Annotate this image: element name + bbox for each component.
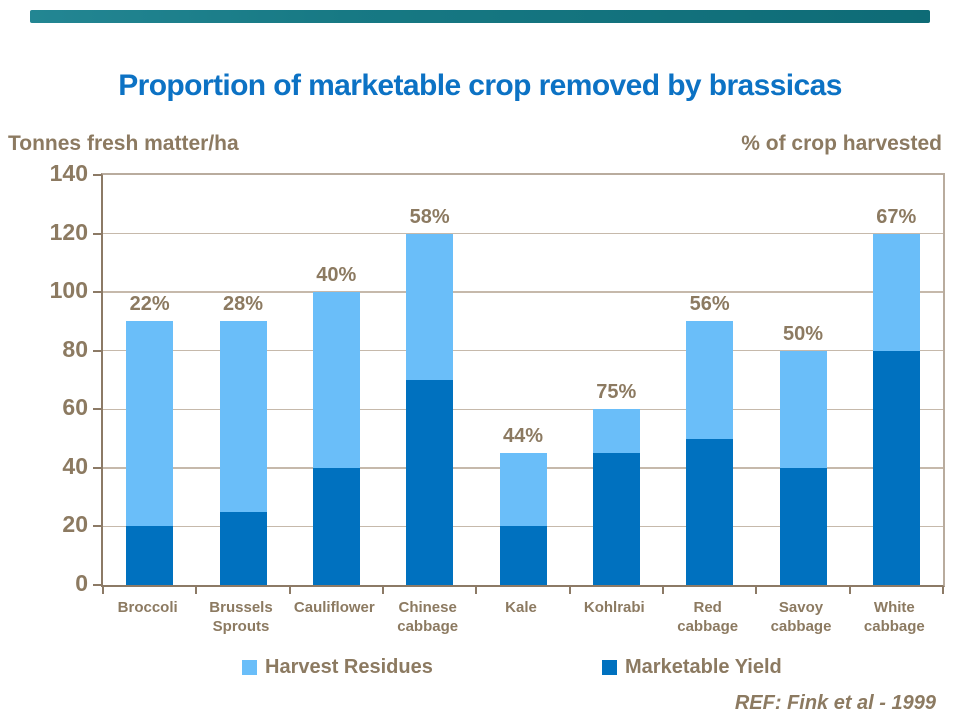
bar-segment-harvest-residues [312,292,360,468]
bar-percentage-label: 67% [876,205,917,228]
bar-segment-harvest-residues [406,233,454,380]
y-tick-label: 0 [75,570,88,596]
gridline [103,408,943,411]
bar-segment-marketable-yield [312,467,360,585]
reference-citation: REF: Fink et al - 1999 [734,692,936,714]
bar-segment-marketable-yield [219,511,267,585]
bar-percentage-label: 44% [502,425,543,448]
bar-segment-marketable-yield [872,350,920,585]
left-axis-caption: Tonnes fresh matter/ha [8,132,239,155]
category-label: Kale [505,599,537,616]
x-axis-tick [195,587,198,594]
bar-segment-marketable-yield [686,438,734,585]
gridline [103,291,943,293]
category-label: Chinese cabbage [397,599,459,635]
y-axis-tick [93,232,101,235]
bar-percentage-label: 28% [222,293,263,316]
category-label: Broccoli [117,599,178,616]
y-axis-tick [93,466,101,469]
x-axis-tick [942,587,944,594]
bar-segment-marketable-yield [406,380,454,585]
category-label: White cabbage [863,599,925,635]
bar-segment-harvest-residues [219,321,267,512]
y-axis-tick [93,408,101,411]
bar-percentage-label: 75% [596,381,637,404]
y-tick-label: 100 [49,277,88,304]
bar-percentage-label: 58% [409,205,450,228]
x-axis-category-labels: Broccoli Brussels Sprouts Cauliflower Chine… [101,598,941,642]
y-tick-label: 60 [62,394,88,421]
chart-title: Proportion of marketable crop removed by… [118,69,842,102]
y-tick-label: 140 [49,160,88,186]
y-axis-tick [93,525,101,528]
x-axis-tick [662,587,664,594]
category-label: Brussels Sprouts [209,599,273,635]
y-tick-label: 120 [49,218,88,245]
y-tick-label: 40 [62,452,88,479]
bar-segment-harvest-residues [686,321,734,439]
legend-item-marketable-yield: Marketable Yield [602,656,782,679]
bar-segment-harvest-residues [499,453,547,527]
x-axis-tick [288,587,291,594]
bar-percentage-label: 56% [689,293,730,316]
bar-segment-marketable-yield [592,453,640,585]
marketable-yield-swatch-icon [602,660,617,675]
x-axis-tick [475,587,478,594]
bar-segment-harvest-residues [126,321,174,527]
gridline [103,349,943,352]
legend-item-harvest-residues: Harvest Residues [242,656,433,679]
bar-segment-harvest-residues [872,233,920,351]
y-axis-tick [93,349,101,352]
bar-percentage-label: 22% [129,293,170,316]
right-axis-caption: % of crop harvested [741,132,942,155]
y-axis-tick [93,291,101,294]
harvest-residues-swatch-icon [242,660,257,675]
y-tick-label: 20 [62,511,88,538]
bar-percentage-label: 50% [782,322,823,345]
legend-label: Marketable Yield [625,656,782,678]
x-axis-tick [848,587,851,594]
x-axis-tick [382,587,384,594]
y-axis-tick [93,584,101,586]
bar-segment-marketable-yield [779,467,827,585]
x-axis-tick [568,587,571,594]
bar-percentage-label: 40% [316,264,357,287]
y-axis-tick [93,174,101,176]
bar-segment-harvest-residues [592,409,640,454]
category-label: Red cabbage [677,599,739,635]
category-label: Kohlrabi [583,599,645,616]
x-axis-tick [755,587,758,594]
y-tick-label: 80 [62,335,88,362]
category-label: Savoy cabbage [770,599,832,635]
bar-segment-marketable-yield [126,526,174,585]
category-label: Cauliflower [293,599,375,616]
x-axis-tick [102,587,104,594]
bar-segment-harvest-residues [779,350,827,468]
legend-label: Harvest Residues [265,656,433,678]
gridline [103,232,943,235]
top-accent-bar [30,10,930,23]
bar-segment-marketable-yield [499,526,547,585]
plot-area: 22% 28% 40% 58% 44% 75% 56% 50% 67% [93,173,945,594]
